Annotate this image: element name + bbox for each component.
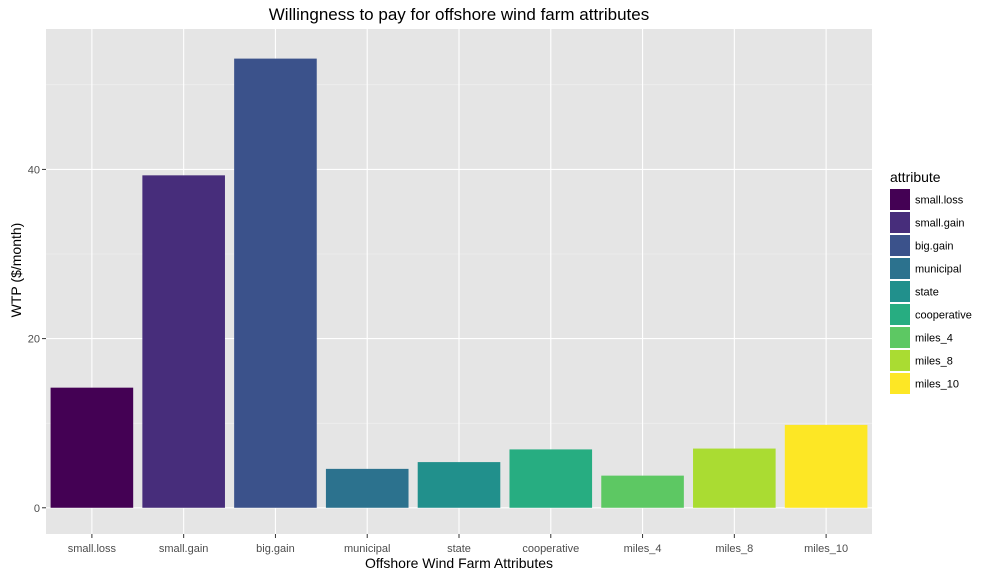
x-axis-title: Offshore Wind Farm Attributes xyxy=(365,555,553,571)
legend-key-cooperative xyxy=(890,304,910,325)
legend-label: miles_4 xyxy=(915,333,953,345)
legend-key-state xyxy=(890,281,910,302)
legend-title: attribute xyxy=(890,169,941,185)
legend-label: big.gain xyxy=(915,241,954,253)
legend-key-miles_10 xyxy=(890,373,910,394)
y-tick-label: 40 xyxy=(28,164,40,176)
legend-label: miles_10 xyxy=(915,379,959,391)
x-tick-label: municipal xyxy=(344,543,390,555)
legend-label: state xyxy=(915,287,939,299)
bar-big.gain xyxy=(234,58,317,508)
plot-panel xyxy=(46,29,872,534)
legend-label: small.gain xyxy=(915,218,965,230)
x-tick-label: small.loss xyxy=(68,543,117,555)
legend-key-miles_4 xyxy=(890,327,910,348)
bar-miles_8 xyxy=(693,448,776,508)
legend-label: miles_8 xyxy=(915,356,953,368)
x-tick-label: small.gain xyxy=(159,543,209,555)
x-tick-label: miles_10 xyxy=(804,543,848,555)
x-tick-label: state xyxy=(447,543,471,555)
y-tick-label: 0 xyxy=(34,503,40,515)
y-tick-label: 20 xyxy=(28,334,40,346)
x-tick-label: miles_4 xyxy=(624,543,662,555)
legend-label: cooperative xyxy=(915,310,972,322)
chart-title: Willingness to pay for offshore wind far… xyxy=(269,5,649,24)
legend-key-big.gain xyxy=(890,235,910,256)
bar-small.gain xyxy=(142,175,225,508)
legend: attribute small.loss small.gain big.gain mu… xyxy=(890,169,972,394)
bar-municipal xyxy=(325,468,409,508)
legend-key-small.loss xyxy=(890,189,910,210)
bar-state xyxy=(417,462,501,508)
legend-label: small.loss xyxy=(915,195,964,207)
bar-miles_4 xyxy=(601,475,684,508)
x-tick-label: cooperative xyxy=(522,543,579,555)
legend-key-miles_8 xyxy=(890,350,910,371)
y-axis-title: WTP ($/month) xyxy=(8,223,24,318)
bar-cooperative xyxy=(509,449,593,508)
x-tick-label: big.gain xyxy=(256,543,295,555)
bar-small.loss xyxy=(50,387,134,508)
legend-key-small.gain xyxy=(890,212,910,233)
bar-miles_10 xyxy=(784,424,868,508)
legend-label: municipal xyxy=(915,264,961,276)
legend-key-municipal xyxy=(890,258,910,279)
x-tick-label: miles_8 xyxy=(715,543,753,555)
